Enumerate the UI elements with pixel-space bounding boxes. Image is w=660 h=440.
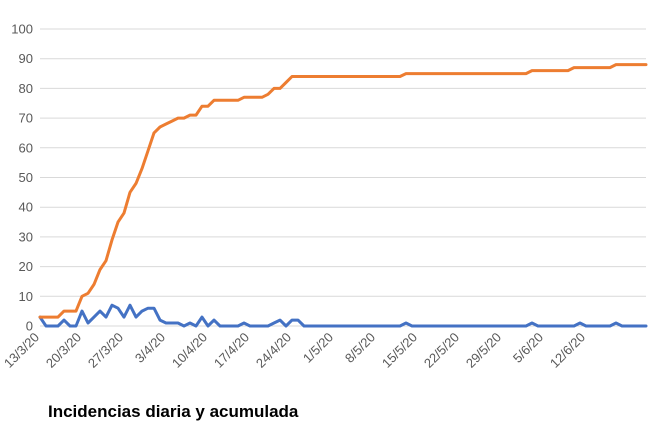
y-tick-label: 0: [26, 319, 33, 334]
x-tick-label: 20/3/20: [43, 330, 84, 371]
x-tick-label: 1/5/20: [300, 330, 336, 366]
y-tick-label: 60: [19, 140, 33, 155]
x-tick-label: 12/6/20: [547, 330, 588, 371]
y-tick-label: 90: [19, 51, 33, 66]
y-tick-label: 30: [19, 229, 33, 244]
x-tick-label: 15/5/20: [379, 330, 420, 371]
x-tick-label: 27/3/20: [85, 330, 126, 371]
x-axis-ticks: 13/3/20 20/3/20 27/3/20 3/4/20 10/4/20 17/4/2…: [1, 330, 588, 371]
x-tick-label: 13/3/20: [1, 330, 42, 371]
y-tick-label: 20: [19, 259, 33, 274]
series-line-cumulative: [38, 63, 648, 319]
gridlines: [40, 28, 646, 327]
x-tick-label: 24/4/20: [253, 330, 294, 371]
x-tick-label: 29/5/20: [463, 330, 504, 371]
y-tick-label: 80: [19, 81, 33, 96]
x-tick-label: 8/5/20: [342, 330, 378, 366]
y-tick-label: 40: [19, 200, 33, 215]
x-tick-label: 22/5/20: [421, 330, 462, 371]
x-tick-label: 3/4/20: [132, 330, 168, 366]
x-tick-label: 17/4/20: [211, 330, 252, 371]
y-tick-label: 100: [11, 22, 33, 37]
y-tick-label: 50: [19, 170, 33, 185]
chart-caption: Incidencias diaria y acumulada: [48, 402, 299, 421]
x-tick-label: 5/6/20: [510, 330, 546, 366]
series-lines: [38, 63, 648, 328]
y-tick-label: 70: [19, 111, 33, 126]
series-line-daily: [38, 303, 648, 328]
x-tick-label: 10/4/20: [169, 330, 210, 371]
y-axis-ticks: 0 10 20 30 40 50 60 70 80 90 100: [11, 22, 33, 334]
y-tick-label: 10: [19, 289, 33, 304]
